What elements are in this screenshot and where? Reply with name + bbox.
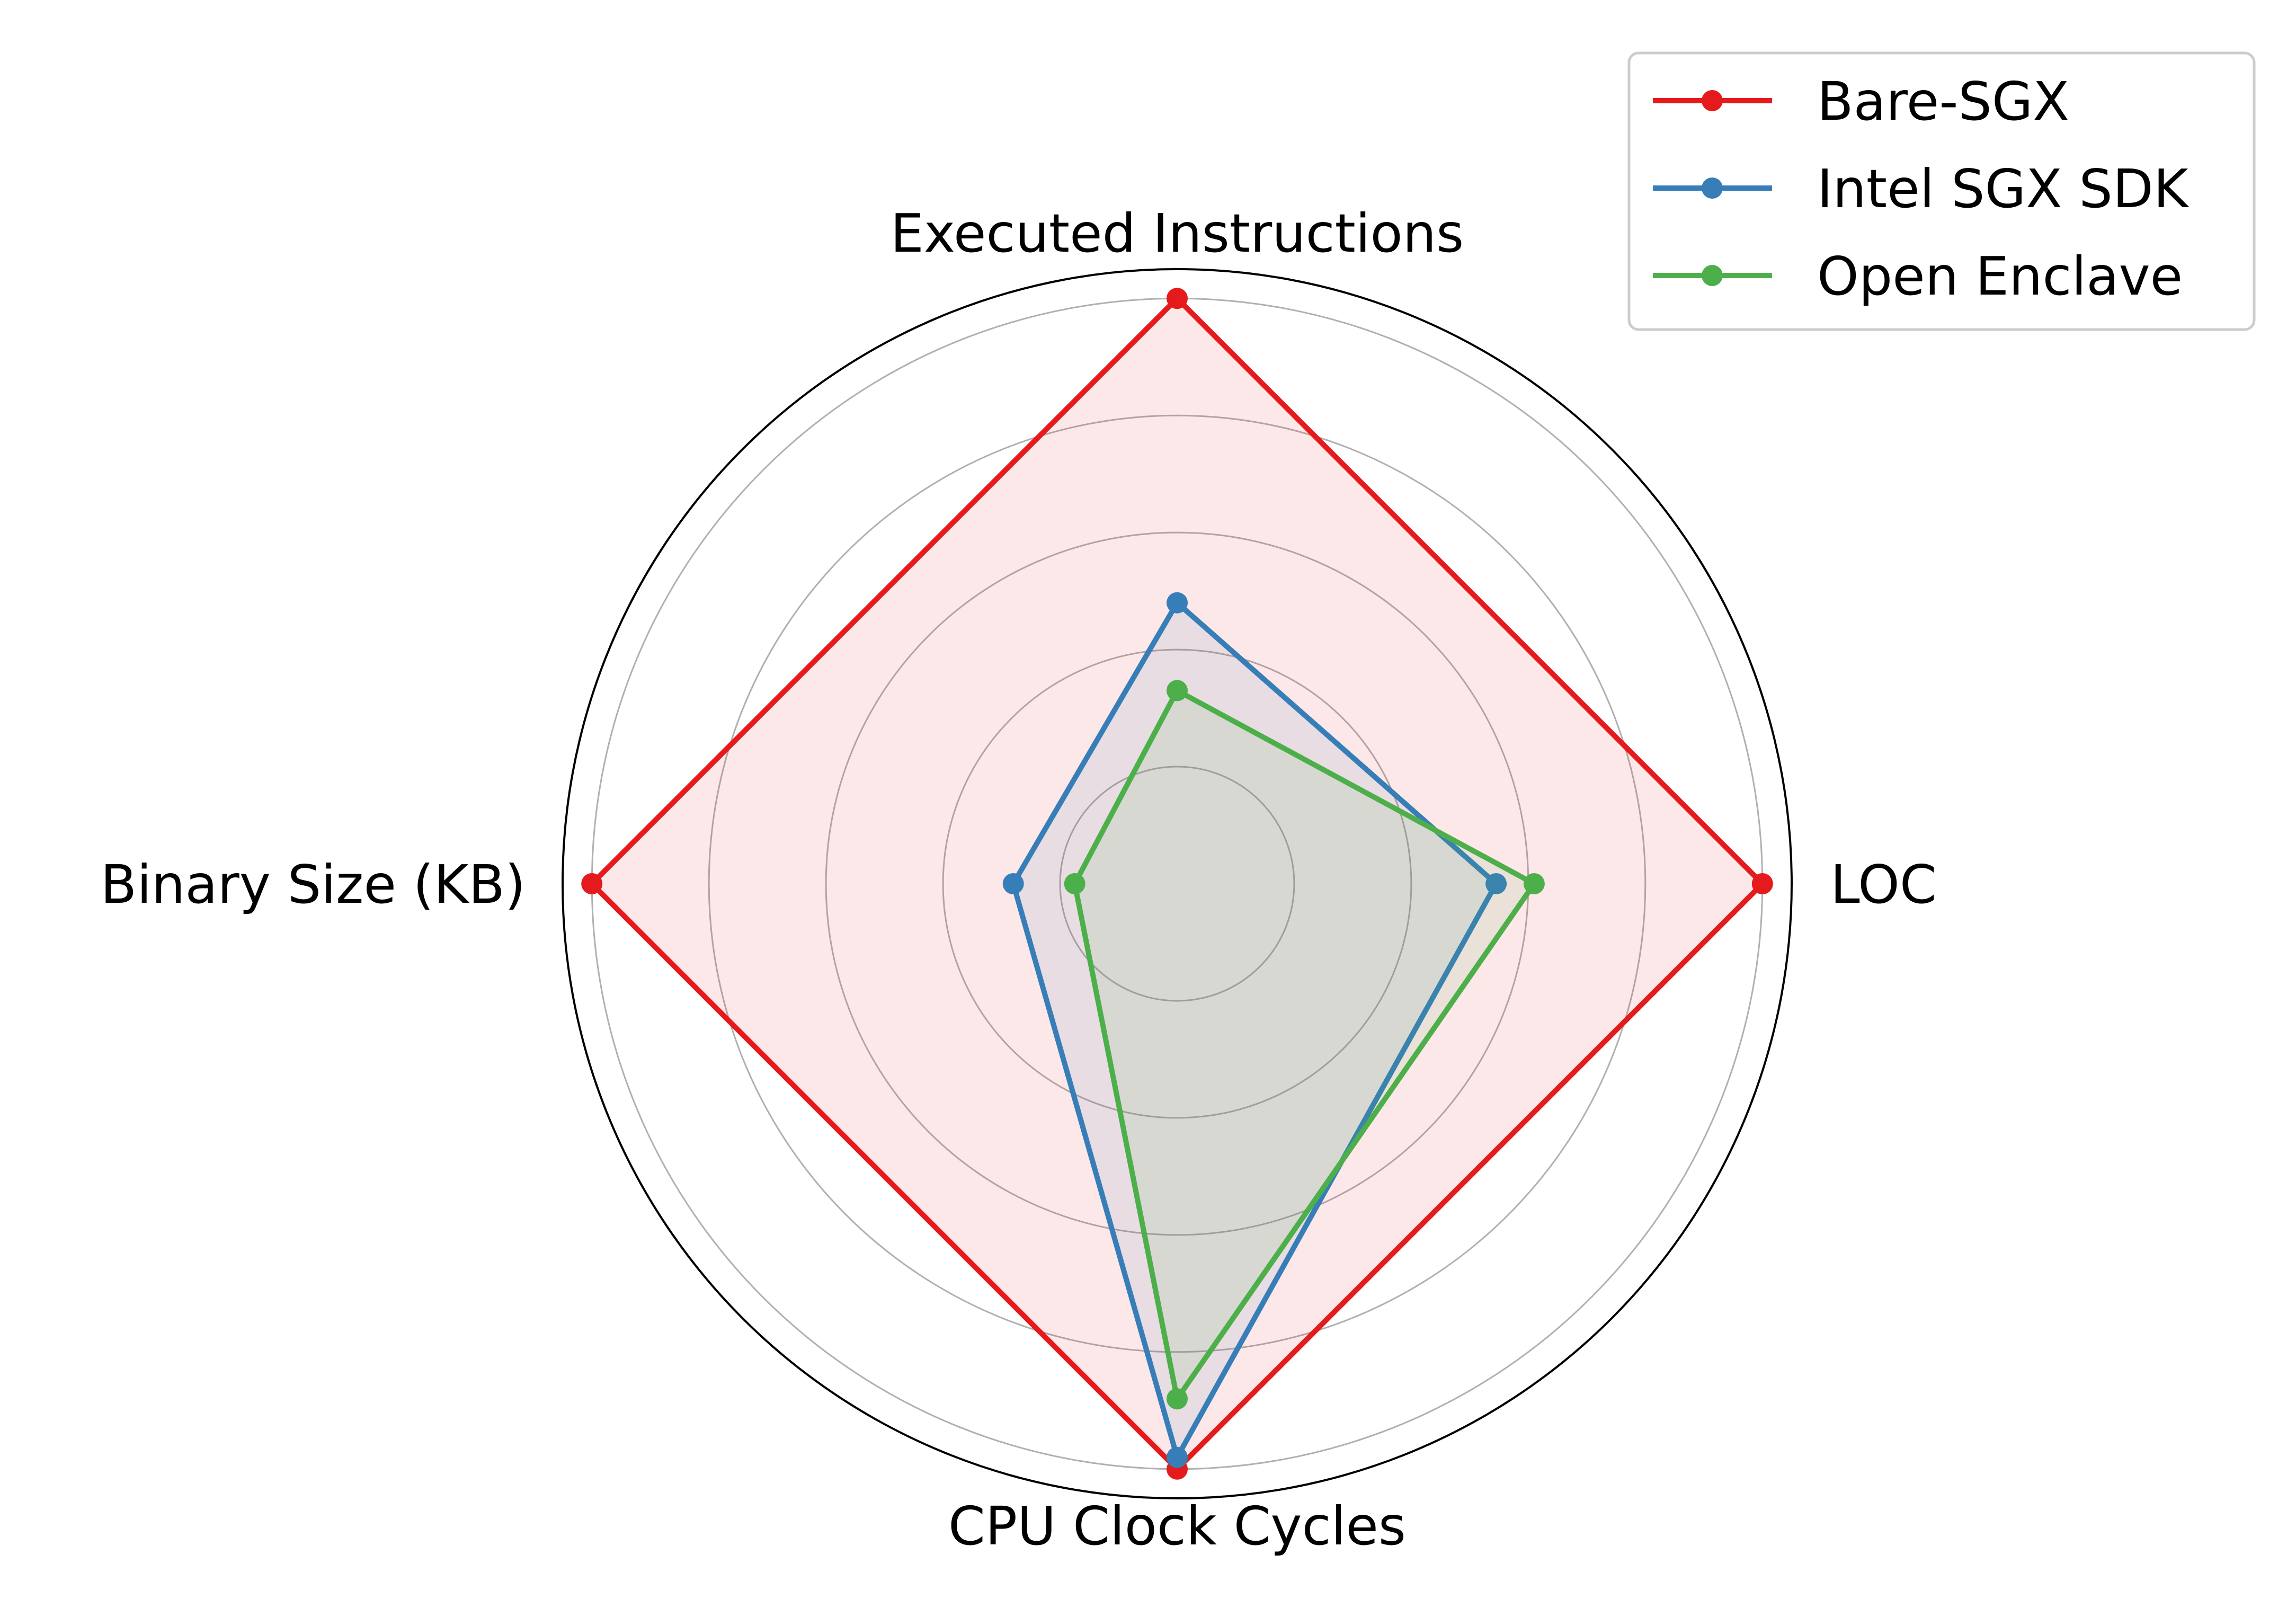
- data-point: [1167, 1388, 1188, 1410]
- data-point: [1523, 873, 1545, 894]
- legend-box: [1627, 51, 2256, 331]
- axis-label: Executed Instructions: [891, 202, 1464, 264]
- data-point: [1002, 873, 1024, 894]
- data-point: [1751, 873, 1773, 894]
- data-point: [1167, 1446, 1188, 1468]
- grid-circle: [708, 414, 1647, 1353]
- legend-marker: [1702, 177, 1723, 199]
- data-point: [1167, 680, 1188, 701]
- data-point: [1064, 873, 1085, 894]
- series-fill: [1074, 690, 1534, 1399]
- legend-label: Bare-SGX: [1817, 70, 2069, 132]
- axis-label: CPU Clock Cycles: [948, 1495, 1406, 1557]
- series-fill: [1013, 602, 1497, 1458]
- axis-label: Binary Size (KB): [101, 854, 526, 916]
- data-point: [1167, 288, 1188, 309]
- axis-labels: Executed Instructions LOC CPU Clock Cycles…: [101, 202, 1937, 1557]
- legend-label: Intel SGX SDK: [1817, 158, 2190, 220]
- data-point: [1167, 592, 1188, 614]
- legend-label: Open Enclave: [1817, 245, 2183, 307]
- legend-marker: [1702, 265, 1723, 286]
- grid-circle: [942, 648, 1412, 1119]
- grid-circle: [1059, 766, 1295, 1002]
- outer-frame: [562, 268, 1793, 1499]
- legend: Bare-SGX Intel SGX SDK Open Enclave: [1627, 51, 2256, 331]
- axis-label: LOC: [1830, 854, 1937, 916]
- data-point: [581, 873, 603, 894]
- series-layer: [581, 288, 1773, 1480]
- data-point: [1485, 873, 1507, 894]
- legend-marker: [1702, 90, 1723, 111]
